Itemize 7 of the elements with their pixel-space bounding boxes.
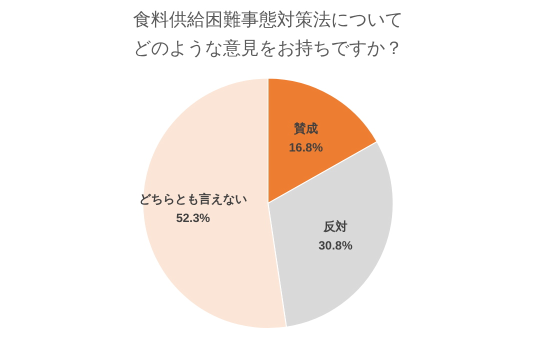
slice-label: 反対 — [322, 220, 348, 234]
slice-label: 賛成 — [292, 122, 318, 136]
chart-title: 食料供給困難事態対策法についてどのような意見をお持ちですか？ — [133, 9, 403, 58]
data-label: 52.3% — [176, 211, 210, 226]
data-label: 16.8% — [288, 140, 324, 155]
data-label: 30.8% — [318, 238, 353, 253]
slice-label: どちらとも言えない — [139, 192, 248, 206]
